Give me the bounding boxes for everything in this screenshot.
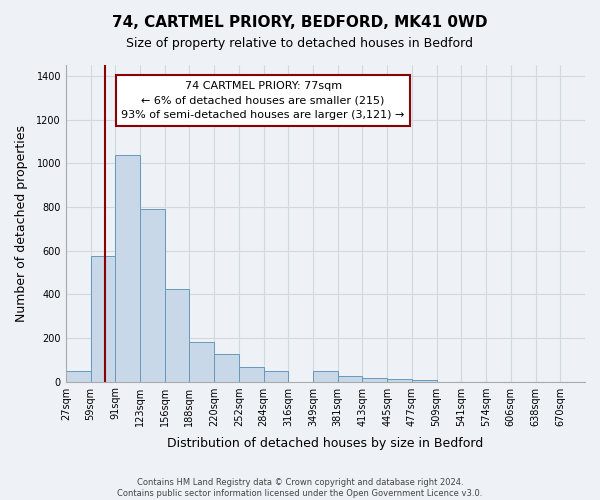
Text: Size of property relative to detached houses in Bedford: Size of property relative to detached ho…: [127, 38, 473, 51]
Bar: [140, 209, 165, 382]
X-axis label: Distribution of detached houses by size in Bedford: Distribution of detached houses by size …: [167, 437, 484, 450]
Bar: [115, 154, 140, 382]
Bar: [91, 256, 115, 382]
Bar: [165, 289, 190, 382]
Bar: [362, 378, 387, 382]
Bar: [263, 370, 289, 382]
Bar: [338, 376, 362, 382]
Bar: [387, 380, 412, 382]
Text: 74, CARTMEL PRIORY, BEDFORD, MK41 0WD: 74, CARTMEL PRIORY, BEDFORD, MK41 0WD: [112, 15, 488, 30]
Text: 74 CARTMEL PRIORY: 77sqm
← 6% of detached houses are smaller (215)
93% of semi-d: 74 CARTMEL PRIORY: 77sqm ← 6% of detache…: [121, 81, 405, 120]
Bar: [239, 368, 263, 382]
Bar: [214, 354, 239, 382]
Bar: [190, 342, 214, 382]
Bar: [313, 370, 338, 382]
Y-axis label: Number of detached properties: Number of detached properties: [15, 125, 28, 322]
Text: Contains HM Land Registry data © Crown copyright and database right 2024.
Contai: Contains HM Land Registry data © Crown c…: [118, 478, 482, 498]
Bar: [66, 370, 91, 382]
Bar: [412, 380, 437, 382]
